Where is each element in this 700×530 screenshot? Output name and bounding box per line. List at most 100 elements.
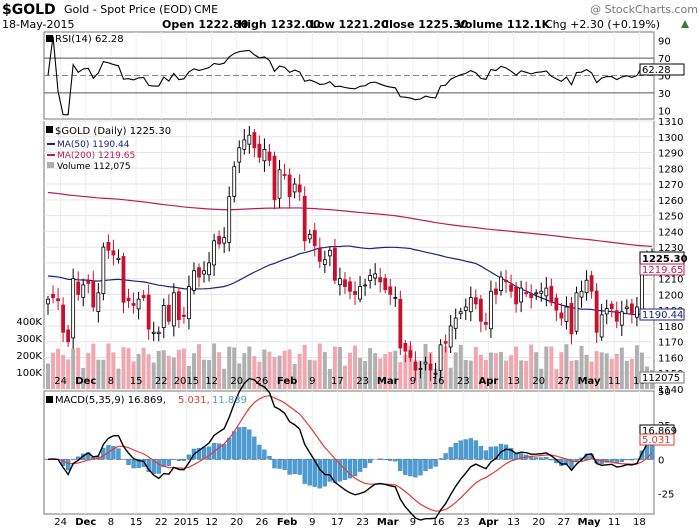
histogram-bar bbox=[126, 459, 131, 465]
macd-date-label: 2015 bbox=[174, 517, 199, 528]
macd-legend-hist: 11.839 bbox=[212, 395, 247, 406]
candle-body bbox=[212, 240, 216, 266]
volume-bar bbox=[539, 368, 544, 389]
macd-tick-label: -25 bbox=[658, 490, 674, 501]
ma200-line bbox=[47, 191, 653, 247]
rsi-value-label: 62.28 bbox=[642, 65, 671, 76]
histogram-bar bbox=[478, 446, 484, 460]
histogram-bar bbox=[619, 459, 624, 462]
volume-bar bbox=[312, 360, 317, 389]
macd-date-label: 17 bbox=[331, 517, 344, 528]
volume-bar bbox=[594, 351, 599, 389]
signal-value-label: 5.031 bbox=[642, 435, 671, 446]
candle-body bbox=[91, 281, 96, 308]
volume-bar bbox=[544, 346, 549, 389]
candle-body bbox=[292, 183, 297, 193]
candle-body bbox=[594, 290, 599, 333]
candle-body bbox=[257, 143, 262, 158]
volume-bar bbox=[554, 369, 559, 389]
price-date-label: Apr bbox=[478, 376, 498, 387]
histogram-bar bbox=[262, 449, 267, 460]
candle-body bbox=[76, 281, 81, 295]
candle-body bbox=[282, 174, 287, 176]
ma200-legend: MA(200) 1219.65 bbox=[57, 151, 135, 161]
price-date-label: Dec bbox=[75, 376, 96, 387]
histogram-bar bbox=[176, 459, 182, 461]
volume-bar bbox=[51, 352, 56, 389]
macd-date-label: Apr bbox=[478, 517, 498, 528]
candle-body bbox=[116, 257, 121, 260]
volume-value-flag bbox=[639, 371, 685, 384]
candle-body bbox=[61, 304, 65, 333]
volume-legend: Volume 112,075 bbox=[57, 162, 131, 172]
candle-body bbox=[333, 247, 337, 281]
volume-bar bbox=[408, 345, 413, 389]
candle-body bbox=[443, 341, 448, 344]
candle-body bbox=[413, 361, 418, 371]
volume-bar bbox=[524, 360, 529, 389]
macd-tick-label: 50 bbox=[658, 387, 671, 398]
candle-body bbox=[267, 151, 272, 161]
volume-bar bbox=[509, 355, 514, 389]
price-legend-swatch bbox=[46, 126, 53, 133]
candle-body bbox=[222, 237, 227, 244]
candle-body bbox=[141, 295, 146, 298]
rsi-value-flag bbox=[639, 63, 685, 76]
price-date-label: Feb bbox=[277, 376, 297, 387]
volume-bar bbox=[166, 355, 171, 389]
histogram-bar bbox=[216, 443, 222, 460]
candle-body bbox=[433, 372, 438, 375]
macd-value-label: 16.869 bbox=[642, 426, 677, 437]
candle-body bbox=[544, 287, 549, 297]
volume-bar bbox=[91, 343, 96, 389]
candle-body bbox=[202, 270, 206, 275]
candle-body bbox=[373, 273, 378, 279]
candle-body bbox=[232, 166, 237, 197]
candle-body bbox=[307, 234, 312, 240]
ma200-value-flag bbox=[639, 263, 685, 276]
macd-date-label: 20 bbox=[230, 517, 243, 528]
volume-bar bbox=[297, 353, 302, 389]
candle-body bbox=[237, 147, 242, 163]
candle-body bbox=[534, 292, 539, 295]
price-panel bbox=[43, 120, 655, 390]
volume-bar bbox=[287, 349, 292, 389]
macd-date-label: 24 bbox=[54, 517, 67, 528]
price-date-label: 9 bbox=[410, 376, 416, 387]
price-date-label: 22 bbox=[155, 376, 168, 387]
histogram-bar bbox=[352, 459, 358, 477]
histogram-bar bbox=[65, 459, 71, 471]
candle-body bbox=[609, 303, 614, 309]
macd-date-label: 22 bbox=[155, 517, 168, 528]
volume-tick-label: 100K bbox=[16, 368, 42, 379]
volume-bar bbox=[619, 347, 624, 389]
volume-bar bbox=[71, 348, 76, 389]
ma50-legend: MA(50) 1190.44 bbox=[57, 140, 130, 150]
macd-date-label: 23 bbox=[356, 517, 369, 528]
histogram-bar bbox=[433, 459, 438, 467]
candle-body bbox=[312, 230, 317, 246]
volume-bar bbox=[267, 351, 272, 389]
volume-bar bbox=[176, 349, 181, 389]
macd-date-label: 12 bbox=[205, 517, 218, 528]
histogram-bar bbox=[186, 454, 192, 460]
volume-bar bbox=[277, 355, 282, 389]
histogram-bar bbox=[518, 453, 524, 460]
ticker-symbol: $GOLD bbox=[2, 2, 56, 18]
histogram-bar bbox=[534, 457, 539, 460]
volume-bar bbox=[116, 368, 121, 389]
volume-bar bbox=[106, 343, 111, 389]
price-tick-label: 1160 bbox=[658, 353, 683, 364]
volume-bar bbox=[156, 350, 161, 389]
candle-body bbox=[86, 280, 91, 284]
candle-body bbox=[146, 294, 151, 330]
candle-body bbox=[448, 325, 453, 348]
candle-body bbox=[297, 184, 302, 193]
candle-body bbox=[624, 306, 629, 310]
histogram-bar bbox=[151, 459, 156, 474]
volume-bar bbox=[257, 361, 262, 389]
histogram-bar bbox=[116, 448, 121, 460]
histogram-bar bbox=[111, 446, 116, 460]
candle-body bbox=[388, 286, 393, 295]
macd-date-label: 8 bbox=[108, 517, 114, 528]
